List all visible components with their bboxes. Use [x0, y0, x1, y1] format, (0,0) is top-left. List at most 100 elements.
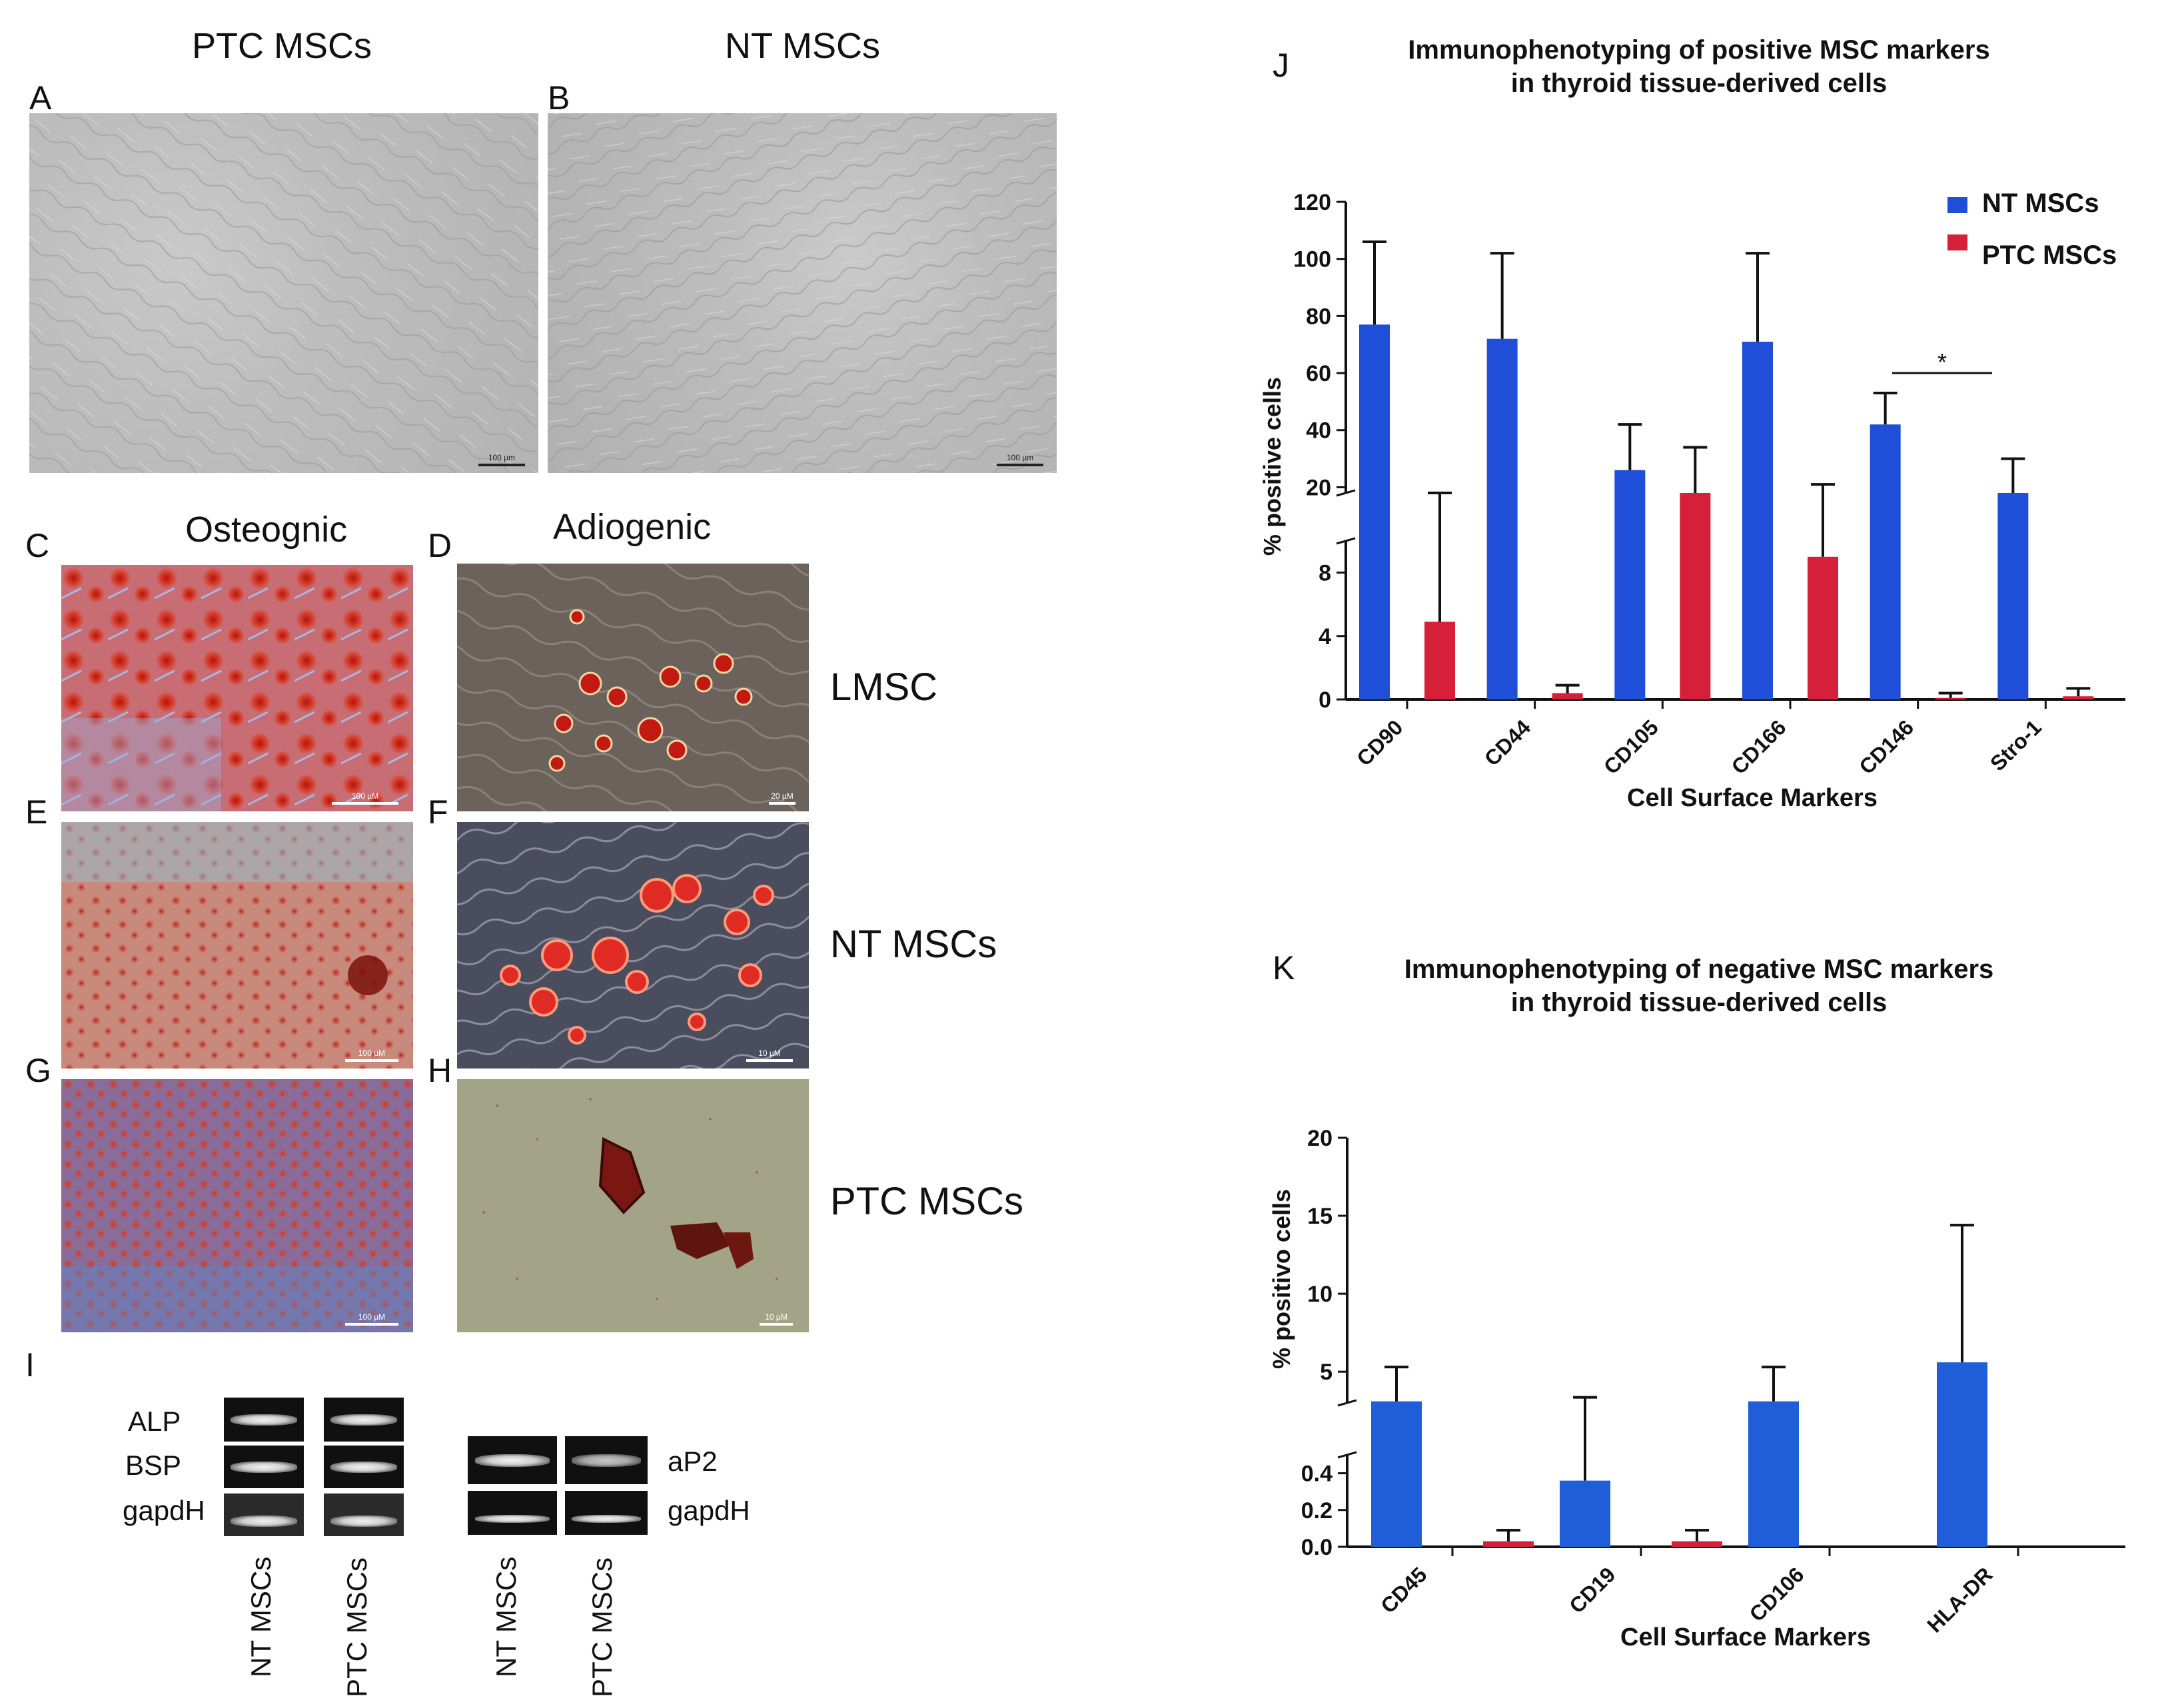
micrograph-b: 100 µm [548, 113, 1057, 473]
x-tick-label: HLA-DR [1922, 1562, 1997, 1637]
y-tick-label: 120 [1293, 190, 1331, 215]
bar-ptc-mscs [2063, 696, 2094, 699]
lane-label-ptc-right: PTC MSCs [586, 1557, 618, 1697]
scale-label-b: 100 µm [1006, 453, 1034, 462]
scale-label-a: 100 µm [488, 453, 516, 462]
legend-label-ptc: PTC MSCs [1982, 240, 2117, 270]
bar-nt-mscs [1937, 1362, 1987, 1547]
bar-nt-mscs [1560, 1480, 1610, 1547]
title-osteogenic: Osteognic [185, 510, 348, 550]
gel-band-gapdh-nt-left [224, 1494, 304, 1536]
x-tick-label: CD90 [1352, 715, 1407, 770]
x-tick-label: CD166 [1727, 715, 1791, 779]
micrograph-a: 100 µm [29, 113, 538, 473]
y-tick-label: 8 [1319, 561, 1331, 586]
gel-band-ap2-ptc [565, 1436, 648, 1484]
x-tick-label: CD106 [1745, 1562, 1809, 1626]
lane-label-nt-right: NT MSCs [490, 1556, 522, 1677]
significance-star: * [1937, 348, 1947, 376]
chart-k-ylabel: % positivo cells [1268, 1189, 1295, 1369]
bar-ptc-mscs [1483, 1541, 1534, 1547]
micrograph-f: 10 µM [457, 822, 809, 1068]
panel-letter-b: B [548, 79, 570, 117]
gene-label-bsp: BSP [125, 1450, 182, 1481]
gel-band-gapdh-nt-right [468, 1491, 557, 1535]
scale-bar-f: 10 µM [746, 1049, 793, 1062]
row-label-nt-mscs: NT MSCs [830, 923, 997, 966]
panel-letter-i: I [25, 1346, 35, 1384]
y-tick-label: 80 [1306, 304, 1331, 329]
stain-texture-g [61, 1079, 413, 1332]
cell-texture-a [29, 113, 538, 473]
bar-ptc-mscs [1672, 1541, 1722, 1547]
micrograph-h: 10 µM [457, 1079, 809, 1332]
lane-label-ptc-left: PTC MSCs [341, 1557, 372, 1697]
stain-texture-f [457, 822, 809, 1068]
gene-label-gapdh-right: gapdH [668, 1495, 750, 1526]
chart-k: K Immunophenotyping of negative MSC mark… [1268, 949, 2125, 1651]
panel-letter-f: F [428, 793, 448, 831]
scale-bar-d: 20 µM [769, 791, 796, 805]
bar-ptc-mscs [1680, 493, 1711, 699]
bar-ptc-mscs [1808, 556, 1838, 699]
x-tick-label: CD146 [1854, 715, 1918, 779]
y-tick-label: 20 [1306, 475, 1331, 500]
scale-label-c: 100 µM [351, 791, 379, 801]
micrograph-g: 100 µM [61, 1079, 413, 1332]
bar-ptc-mscs [1552, 693, 1583, 699]
panel-letter-a: A [29, 79, 52, 117]
bar-nt-mscs [1870, 424, 1901, 699]
gel-band-alp-ptc [324, 1398, 404, 1442]
y-tick-label: 0.2 [1301, 1498, 1333, 1523]
scale-bar-e: 100 µM [345, 1049, 398, 1062]
significance-marker: * [1892, 348, 1992, 376]
axis-break-mark [1337, 1399, 1357, 1407]
bar-nt-mscs [1742, 341, 1773, 699]
y-tick-label: 20 [1307, 1126, 1333, 1151]
panel-letter-e: E [25, 793, 48, 831]
x-tick-label: Stro-1 [1985, 715, 2046, 775]
x-tick-label: CD19 [1564, 1562, 1620, 1617]
bar-ptc-mscs [1424, 622, 1455, 699]
y-tick-label: 100 [1293, 247, 1331, 272]
stain-texture-e [61, 822, 413, 1068]
scale-label-f: 10 µM [758, 1049, 781, 1058]
title-adipogenic: Adiogenic [553, 507, 712, 547]
chart-k-title-line2: in thyroid tissue-derived cells [1511, 988, 1888, 1017]
bar-nt-mscs [1371, 1401, 1422, 1547]
panel-letter-j: J [1273, 47, 1289, 84]
chart-j-legend: NT MSCs PTC MSCs [1947, 189, 2117, 270]
bar-nt-mscs [1359, 324, 1390, 700]
x-tick-label: CD45 [1376, 1562, 1431, 1617]
micrograph-d: 20 µM [457, 564, 809, 811]
gel-band-gapdh-ptc-right [565, 1491, 648, 1535]
scale-bar-a: 100 µm [478, 453, 525, 466]
title-nt-mscs: NT MSCs [725, 26, 881, 66]
legend-swatch-nt [1947, 197, 1967, 213]
axis-break-mark [1337, 1451, 1357, 1459]
x-tick-label: CD44 [1480, 715, 1535, 770]
panel-letter-g: G [25, 1052, 51, 1089]
y-tick-label: 60 [1306, 361, 1331, 386]
gel-band-alp-nt [224, 1398, 304, 1442]
axis-break-mark [1336, 537, 1356, 545]
y-tick-label: 15 [1307, 1204, 1333, 1229]
cell-texture-b [548, 113, 1057, 473]
gene-label-ap2: aP2 [668, 1446, 718, 1477]
scale-label-e: 100 µM [358, 1049, 386, 1058]
gel-band-gapdh-ptc-left [324, 1494, 404, 1536]
lane-label-nt-left: NT MSCs [245, 1556, 276, 1677]
stain-texture-d [457, 564, 809, 811]
chart-j-title-line1: Immunophenotyping of positive MSC marker… [1408, 35, 1989, 65]
panel-letter-h: H [428, 1052, 452, 1089]
panel-letter-k: K [1273, 949, 1295, 987]
chart-j-xlabel: Cell Surface Markers [1627, 784, 1878, 812]
scale-label-h: 10 µM [765, 1312, 788, 1322]
bar-ptc-mscs [1935, 697, 1966, 699]
gel-band-bsp-nt [224, 1446, 304, 1488]
axis-break-mark [1336, 489, 1356, 497]
y-tick-label: 5 [1320, 1360, 1333, 1385]
gene-label-alp: ALP [128, 1406, 181, 1437]
chart-j-ylabel: % positive cells [1259, 377, 1286, 556]
bar-nt-mscs [1997, 493, 2029, 699]
